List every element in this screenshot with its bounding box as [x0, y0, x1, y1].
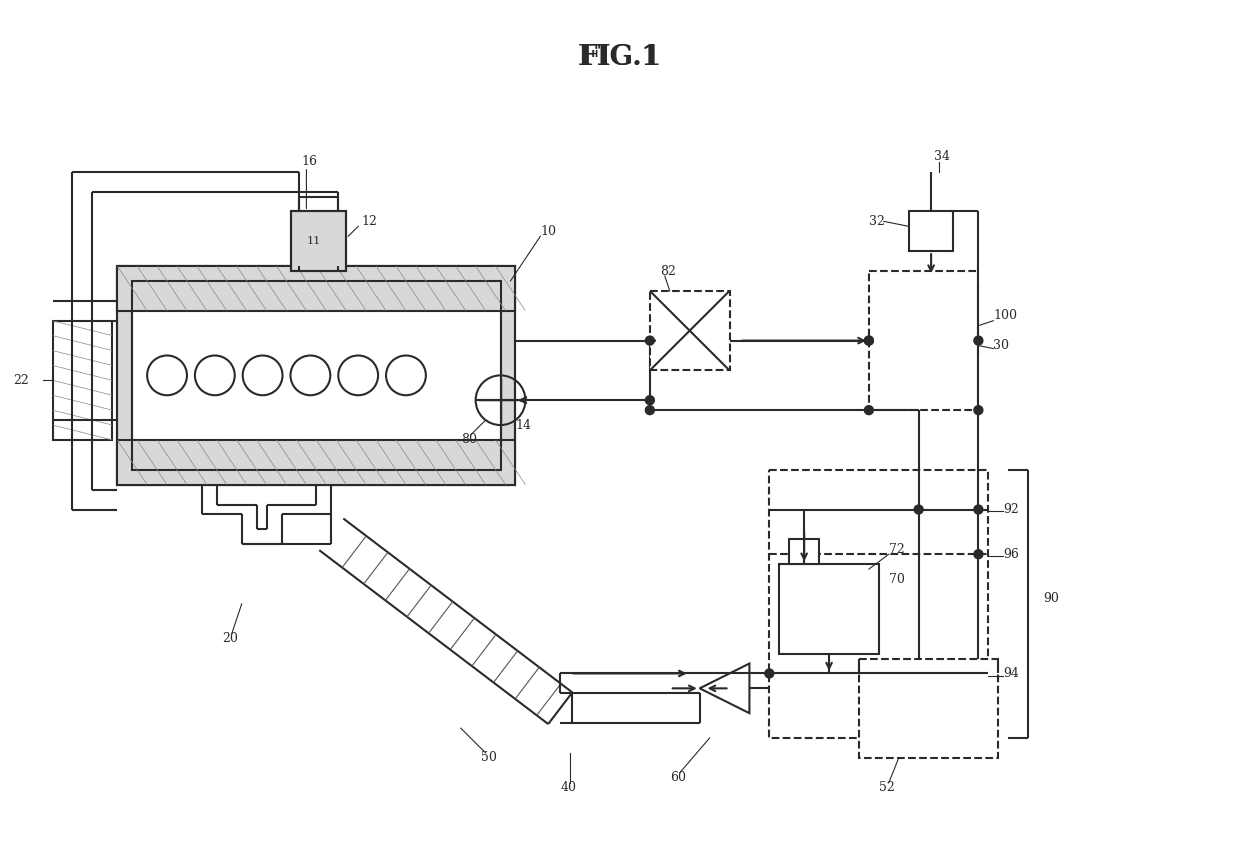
- Circle shape: [914, 505, 923, 514]
- Text: 70: 70: [889, 573, 905, 586]
- Text: 72: 72: [889, 542, 904, 555]
- Circle shape: [864, 406, 873, 414]
- Circle shape: [973, 406, 983, 414]
- Bar: [650, 291, 729, 370]
- Bar: [118, 266, 516, 484]
- Circle shape: [645, 336, 655, 345]
- Bar: [859, 658, 998, 758]
- Bar: [133, 281, 501, 470]
- Bar: [118, 440, 516, 484]
- Circle shape: [973, 336, 983, 345]
- Text: 30: 30: [993, 339, 1009, 352]
- Text: FIG.1: FIG.1: [578, 44, 662, 71]
- Text: FIG.1: FIG.1: [582, 44, 658, 71]
- Circle shape: [973, 550, 983, 559]
- Text: 92: 92: [1003, 503, 1019, 516]
- Text: 96: 96: [1003, 548, 1019, 561]
- Text: 34: 34: [934, 151, 950, 163]
- Bar: [291, 211, 346, 271]
- Text: 32: 32: [869, 215, 885, 227]
- Text: 16: 16: [301, 155, 317, 169]
- Bar: [869, 271, 978, 410]
- Text: 11: 11: [306, 236, 321, 247]
- Circle shape: [973, 505, 983, 514]
- Circle shape: [765, 669, 774, 678]
- Text: 20: 20: [222, 632, 238, 645]
- Bar: [118, 266, 516, 484]
- Text: 40: 40: [560, 781, 577, 794]
- Bar: [52, 321, 113, 440]
- Text: 10: 10: [541, 225, 557, 238]
- Text: 12: 12: [361, 215, 377, 227]
- Bar: [789, 539, 820, 564]
- Text: 100: 100: [993, 310, 1017, 323]
- Text: 80: 80: [461, 433, 476, 446]
- Text: 22: 22: [12, 374, 29, 387]
- Text: 14: 14: [516, 419, 532, 432]
- Bar: [118, 266, 516, 311]
- Text: 82: 82: [660, 265, 676, 278]
- Text: 60: 60: [670, 772, 686, 785]
- Circle shape: [645, 396, 655, 405]
- Text: 50: 50: [481, 752, 496, 765]
- Circle shape: [864, 336, 873, 345]
- Bar: [291, 211, 346, 271]
- Bar: [769, 470, 988, 738]
- Text: 52: 52: [879, 781, 894, 794]
- Bar: [133, 281, 501, 470]
- Circle shape: [864, 336, 873, 345]
- Text: 90: 90: [1043, 593, 1059, 606]
- Circle shape: [645, 406, 655, 414]
- Bar: [909, 211, 954, 251]
- Bar: [779, 564, 879, 654]
- Text: 94: 94: [1003, 667, 1019, 680]
